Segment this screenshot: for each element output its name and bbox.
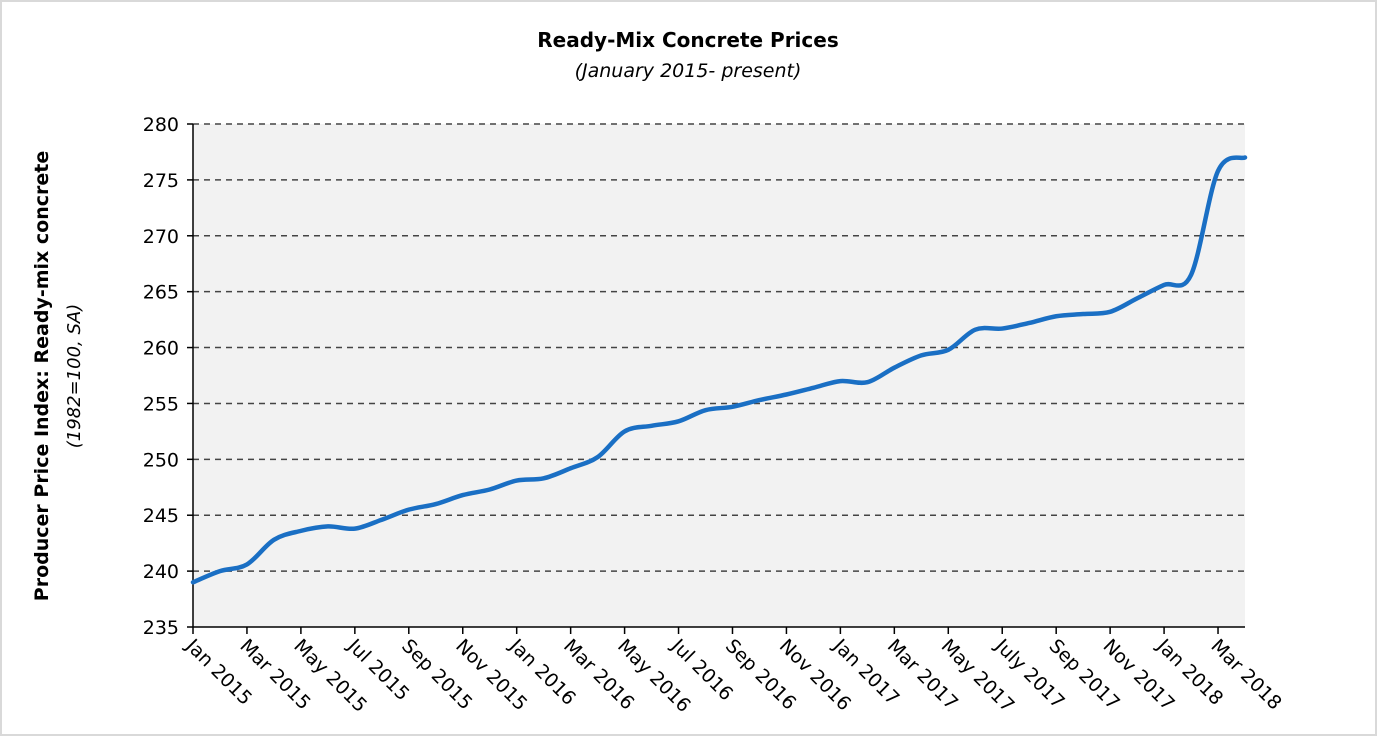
y-tick-label: 260: [143, 338, 179, 360]
y-tick-label: 240: [143, 561, 179, 583]
y-tick-label: 255: [143, 393, 179, 415]
y-tick-label: 280: [143, 114, 179, 136]
y-tick-label: 245: [143, 505, 179, 527]
y-tick-label: 250: [143, 449, 179, 471]
plot-area: [193, 124, 1245, 627]
y-axis-title: Producer Price Index: Ready-mix concrete: [31, 151, 53, 601]
chart-subtitle: (January 2015- present): [575, 60, 802, 82]
data-line: [190, 155, 1248, 585]
chart-title: Ready-Mix Concrete Prices: [537, 28, 838, 52]
y-axis-note: (1982=100, SA): [64, 304, 85, 448]
y-tick-label: 275: [143, 170, 179, 192]
y-tick-label: 265: [143, 282, 179, 304]
y-tick-label: 235: [143, 617, 179, 639]
y-tick-label: 270: [143, 226, 179, 248]
